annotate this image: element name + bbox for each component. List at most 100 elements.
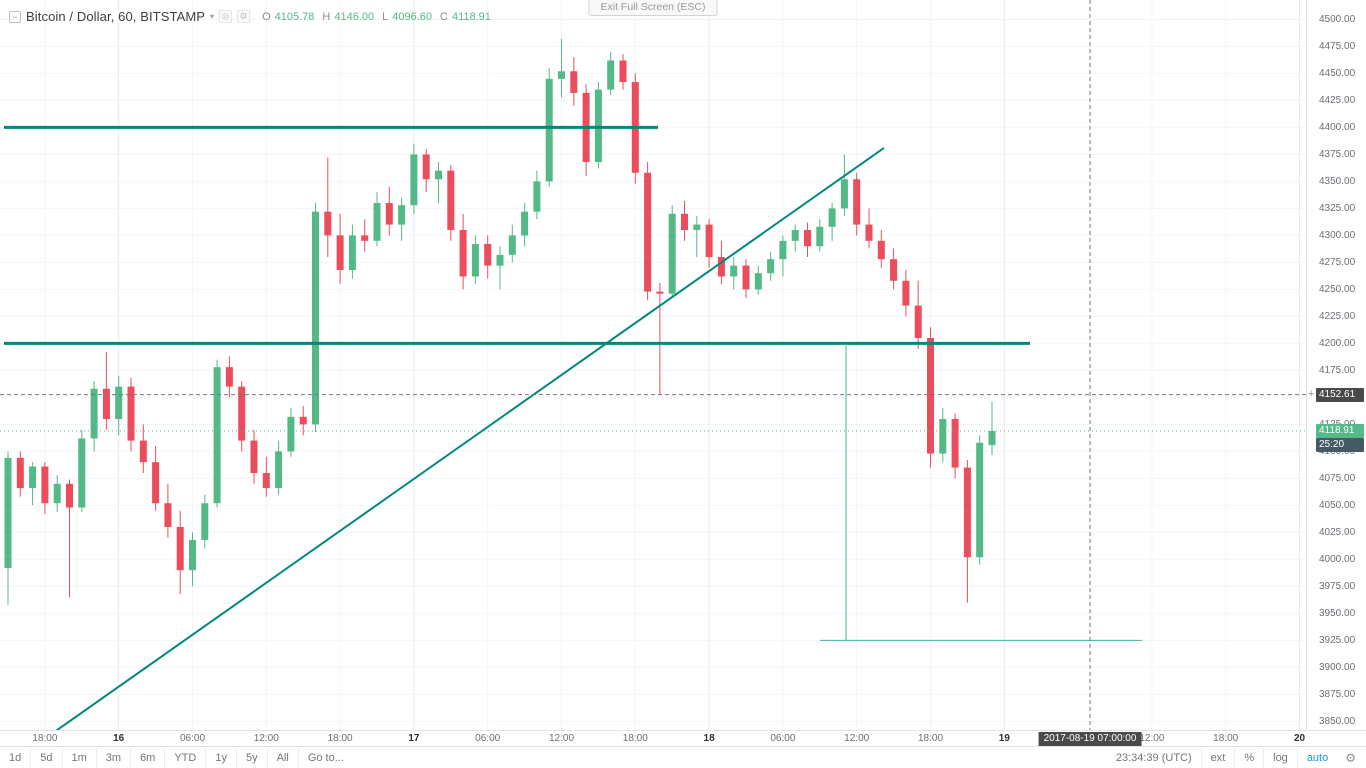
legend-settings-icon[interactable]: ⚙ (237, 10, 251, 23)
toolbar-right-group: 23:34:39 (UTC) ext% log auto ⚙ (1107, 747, 1366, 768)
high-label: H (322, 10, 331, 23)
candle-body (681, 213, 688, 231)
price-axis[interactable]: + 4152.61 4118.91 25:20 4500.00 4475.00 44… (1306, 0, 1366, 730)
candle-body (238, 386, 246, 441)
candle-body (914, 305, 922, 339)
time-axis-label: 19 (998, 733, 1010, 744)
ohlc-readout: O 4105.78 H 4146.00 L 4096.60 C 4118.91 (262, 11, 495, 23)
candle-body (78, 438, 86, 508)
bar-countdown-badge: 25:20 (1316, 437, 1364, 452)
price-axis-label: 4400.00 (1319, 121, 1356, 133)
goto-button[interactable]: Go to... (297, 747, 353, 768)
candle-body (102, 388, 110, 419)
collapse-legend-icon[interactable]: − (9, 10, 21, 23)
candle-body (324, 211, 332, 236)
candle-body (570, 71, 578, 93)
crosshair-time-badge: 2017-08-19 07:00:00 (1038, 732, 1142, 746)
candle-body (115, 386, 123, 419)
candle-body (152, 462, 160, 504)
range-button-5y[interactable]: 5y (235, 747, 267, 768)
candle-body (16, 457, 24, 489)
time-axis-label: 18:00 (327, 733, 353, 744)
drawing-trend-line (55, 147, 885, 730)
range-button-ytd[interactable]: YTD (164, 747, 205, 768)
open-label: O (262, 10, 271, 23)
mode-button-log[interactable]: log (1263, 747, 1297, 768)
price-axis-label: 4475.00 (1319, 40, 1356, 52)
time-axis[interactable]: 2017-08-19 07:00:00 18:00 16 06:00 12:00 18:… (0, 730, 1366, 746)
candle-body (4, 457, 12, 569)
candle-body (840, 179, 848, 209)
symbol-dropdown-caret-icon[interactable]: ▾ (210, 12, 215, 21)
range-button-all[interactable]: All (266, 747, 298, 768)
price-axis-label: 4350.00 (1319, 175, 1356, 187)
candle-body (988, 430, 996, 446)
candle-body (865, 224, 873, 241)
price-axis-label: 4275.00 (1319, 256, 1356, 268)
price-axis-label: 4200.00 (1319, 337, 1356, 349)
range-button-1y[interactable]: 1y (205, 747, 236, 768)
price-axis-label: 3975.00 (1319, 580, 1356, 592)
candle-body (471, 244, 479, 277)
candle-body (668, 213, 676, 294)
chart-pane[interactable]: − Bitcoin / Dollar, 60, BITSTAMP ▾ ◎ ⚙ O… (0, 0, 1306, 730)
legend-eye-icon[interactable]: ◎ (219, 10, 233, 23)
settings-gear-icon[interactable]: ⚙ (1345, 750, 1356, 765)
candle-body (53, 483, 61, 504)
price-axis-label: 4250.00 (1319, 283, 1356, 295)
time-axis-label: 06:00 (770, 733, 796, 744)
candle-body (558, 71, 565, 79)
candle-body (742, 265, 750, 290)
axis-mode-buttons: ext% log auto (1200, 747, 1338, 768)
candle-body (385, 203, 393, 225)
candle-body (90, 388, 98, 439)
time-axis-label: 18 (703, 733, 715, 744)
candle-body (459, 230, 467, 277)
range-buttons: 1d 5d 1m 3m 6m YTD 1y 5y All (0, 747, 298, 768)
time-axis-label: 12:00 (253, 733, 279, 744)
symbol-title[interactable]: Bitcoin / Dollar, 60, BITSTAMP (26, 9, 206, 24)
range-button-1m[interactable]: 1m (61, 747, 96, 768)
mode-button-auto[interactable]: auto (1296, 747, 1337, 768)
range-button-1d[interactable]: 1d (9, 751, 22, 764)
price-axis-label: 3925.00 (1319, 634, 1356, 646)
price-axis-label: 3875.00 (1319, 688, 1356, 700)
candle-body (644, 172, 652, 292)
mode-button-ext[interactable]: ext (1200, 747, 1235, 768)
candle-body (877, 240, 885, 260)
candle-body (816, 226, 824, 247)
candle-body (521, 211, 529, 236)
candle-body (139, 440, 147, 463)
add-alert-plus-icon[interactable]: + (1308, 387, 1315, 400)
range-button-3m[interactable]: 3m (95, 747, 130, 768)
price-axis-label: 4375.00 (1319, 148, 1356, 160)
candle-body (287, 416, 295, 452)
chart-canvas[interactable] (0, 0, 1306, 730)
price-axis-label: 4175.00 (1319, 364, 1356, 376)
candle-body (410, 154, 418, 206)
candle-body (828, 208, 836, 227)
candle-body (754, 273, 762, 290)
time-axis-label: 20 (1293, 733, 1306, 744)
time-axis-label: 18:00 (32, 733, 58, 744)
candle-body (951, 418, 959, 468)
candle-body (201, 503, 209, 540)
candle-body (767, 259, 775, 274)
clock-utc[interactable]: 23:34:39 (UTC) (1115, 751, 1192, 764)
time-axis-label: 18:00 (1213, 733, 1239, 744)
candle-body (66, 483, 73, 508)
high-value: 4146.00 (334, 10, 375, 23)
candle-body (927, 338, 934, 454)
candle-body (299, 416, 307, 425)
range-button-6m[interactable]: 6m (130, 747, 164, 768)
candle-body (779, 240, 787, 260)
exit-fullscreen-tooltip: Exit Full Screen (ESC) (588, 0, 718, 16)
candle-body (484, 244, 492, 266)
crosshair-price-badge: 4152.61 (1316, 387, 1364, 402)
candle-body (398, 205, 406, 225)
range-button-5d[interactable]: 5d (30, 747, 61, 768)
candle-body (435, 170, 442, 180)
mode-button-percent[interactable]: % (1234, 747, 1263, 768)
candle-body (594, 89, 602, 162)
candle-body (225, 367, 233, 387)
